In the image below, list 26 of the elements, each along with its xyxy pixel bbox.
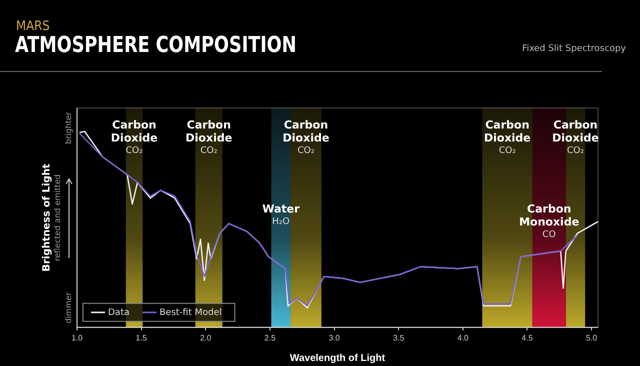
band-label: Carbon Dioxide CO₂ — [110, 118, 158, 156]
text: reflected and emitted — [53, 174, 62, 262]
x-tick-label: 1.0 — [71, 333, 84, 342]
text: dimmer — [64, 292, 74, 324]
band-label: Carbon Dioxide CO₂ — [282, 118, 330, 156]
x-tick-label: 1.5 — [136, 333, 148, 342]
x-axis-title: Wavelength of Light — [290, 352, 386, 364]
band-label: Water H₂O — [262, 202, 300, 227]
text: brighter — [64, 111, 74, 144]
x-tick-label: 5.0 — [586, 333, 598, 342]
legend-label: Best-fit Model — [159, 308, 222, 318]
band-label: Carbon Dioxide CO₂ — [484, 118, 531, 156]
text: Fixed Slit Spectroscopy — [522, 44, 626, 54]
band-label: Carbon Dioxide CO₂ — [552, 118, 599, 156]
legend-label: Data — [108, 308, 130, 318]
y-axis-title: Brightness of Light — [42, 164, 53, 272]
x-tick-label: 3.5 — [393, 333, 405, 342]
band-label: Carbon Dioxide CO₂ — [186, 118, 232, 156]
x-tick-label: 2.0 — [200, 333, 212, 342]
x-tick-label: 3.0 — [328, 333, 340, 342]
x-tick-label: 2.5 — [264, 333, 276, 342]
chart-title: ATMOSPHERE COMPOSITION — [15, 33, 296, 58]
x-tick-label: 4.5 — [522, 333, 534, 342]
x-tick-label: 4.0 — [457, 333, 470, 342]
band-label: Carbon Monoxide CO — [519, 202, 580, 240]
chart-subtitle: MARS — [16, 19, 50, 34]
